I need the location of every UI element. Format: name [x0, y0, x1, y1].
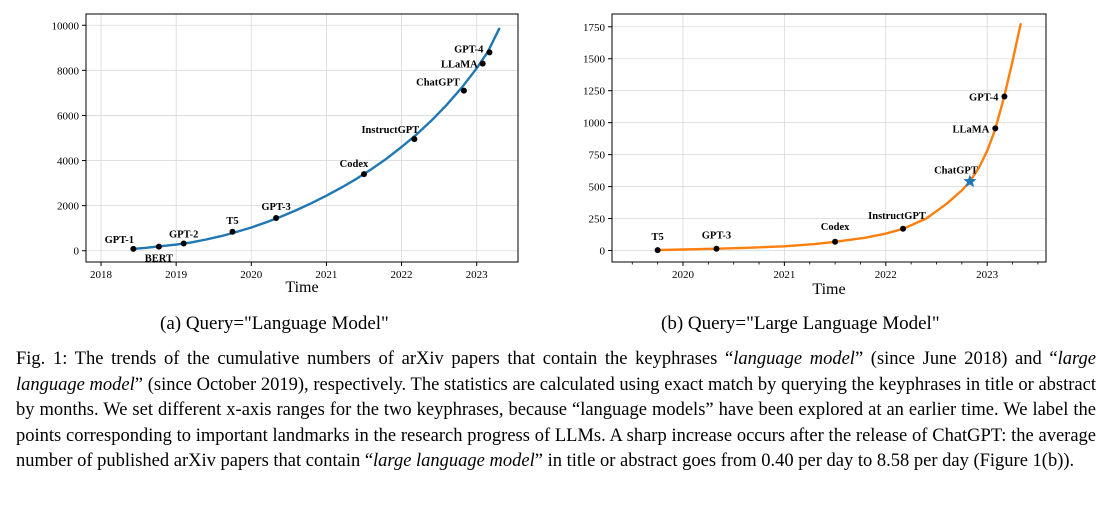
subcaption-b: (b) Query="Large Language Model": [661, 313, 940, 334]
landmark-label: GPT-1: [105, 235, 134, 246]
landmark-marker: [273, 215, 280, 222]
landmark-marker: [992, 125, 999, 132]
landmark-marker: [411, 136, 418, 143]
landmark-star-marker: [963, 174, 977, 188]
landmark-marker: [460, 87, 467, 94]
plot-frame: [85, 13, 519, 263]
landmark-label: Codex: [340, 159, 369, 170]
y-tick-label: 0: [600, 245, 606, 257]
chart-a: 2018 2019 2020 2021 2022 2023 0 2000 4000 6000 800…: [52, 13, 519, 296]
series-line: [131, 27, 501, 251]
y-tick-label: 750: [589, 150, 606, 162]
x-tick-label: 2020: [672, 269, 695, 281]
y-tick-label: 1250: [583, 86, 606, 98]
caption-text-2: ” (since June 2018) and “: [854, 349, 1058, 369]
landmark-marker: [486, 49, 493, 56]
subcaption-a: (a) Query="Language Model": [160, 313, 389, 334]
landmark-label: GPT-4: [454, 44, 484, 55]
landmark-label: BERT: [145, 254, 173, 265]
y-tick-label: 10000: [52, 20, 80, 32]
x-tick-label: 2019: [165, 269, 188, 281]
y-tick-label: 500: [589, 182, 606, 194]
landmark-marker: [654, 247, 661, 254]
caption-text-4: ” in title or abstract goes from 0.40 pe…: [534, 451, 1075, 471]
x-tick-label: 2023: [466, 269, 489, 281]
y-tick-label: 1000: [583, 118, 606, 130]
x-tick-label: 2023: [976, 269, 999, 281]
landmark-label: InstructGPT: [361, 125, 419, 136]
y-tick-label: 2000: [57, 201, 80, 213]
landmark-label: ChatGPT: [416, 78, 460, 89]
landmark-label: GPT-2: [169, 230, 198, 241]
landmark-marker: [360, 171, 367, 178]
landmark-label: ChatGPT: [934, 165, 978, 176]
x-tick-label: 2022: [875, 269, 897, 281]
y-tick-label: 1750: [583, 22, 606, 34]
landmark-marker: [713, 245, 720, 252]
y-tick-label: 250: [589, 214, 606, 226]
x-tick-label: 2018: [90, 269, 113, 281]
landmark-marker: [229, 228, 236, 235]
chart-b: 2020 2021 2022 2023 0 250 500 750 1000 1250 1500 17…: [583, 13, 1047, 298]
caption-text-1: Fig. 1: The trends of the cumulative num…: [16, 349, 734, 369]
x-tick-label: 2021: [315, 269, 337, 281]
landmark-label: LLaMA: [441, 60, 478, 71]
y-tick-label: 8000: [57, 65, 80, 77]
landmark-label: T5: [226, 216, 238, 227]
landmark-marker: [155, 243, 162, 250]
y-tick-label: 6000: [57, 110, 80, 122]
x-tick-label: 2021: [773, 269, 795, 281]
caption-text-3: ” (since October 2019), respectively. Th…: [16, 374, 1096, 472]
figure-caption: Fig. 1: The trends of the cumulative num…: [16, 347, 1096, 475]
landmark-label: T5: [651, 232, 663, 243]
series-line: [656, 23, 1022, 252]
y-tick-label: 1500: [583, 54, 606, 66]
landmark-label: InstructGPT: [868, 211, 926, 222]
landmark-marker: [130, 245, 137, 252]
plot-frame: [611, 13, 1047, 263]
y-tick-label: 4000: [57, 156, 80, 168]
caption-term-3: large language model: [373, 451, 535, 471]
landmark-marker: [479, 60, 486, 67]
x-axis-label: Time: [285, 279, 318, 296]
caption-term-1: language model: [733, 349, 855, 369]
landmark-label: GPT-4: [969, 92, 999, 103]
landmark-label: GPT-3: [702, 231, 731, 242]
caption-term-2: large language model: [16, 349, 1097, 395]
x-tick-label: 2022: [391, 269, 413, 281]
landmark-marker: [180, 240, 187, 247]
x-axis-label: Time: [812, 281, 845, 298]
y-tick-label: 0: [74, 246, 80, 258]
landmark-marker: [900, 225, 907, 232]
landmark-marker: [1001, 93, 1008, 100]
landmark-label: LLaMA: [953, 124, 990, 135]
landmark-marker: [832, 238, 839, 245]
landmark-label: GPT-3: [261, 202, 290, 213]
x-tick-label: 2020: [240, 269, 263, 281]
landmark-label: Codex: [821, 222, 850, 233]
